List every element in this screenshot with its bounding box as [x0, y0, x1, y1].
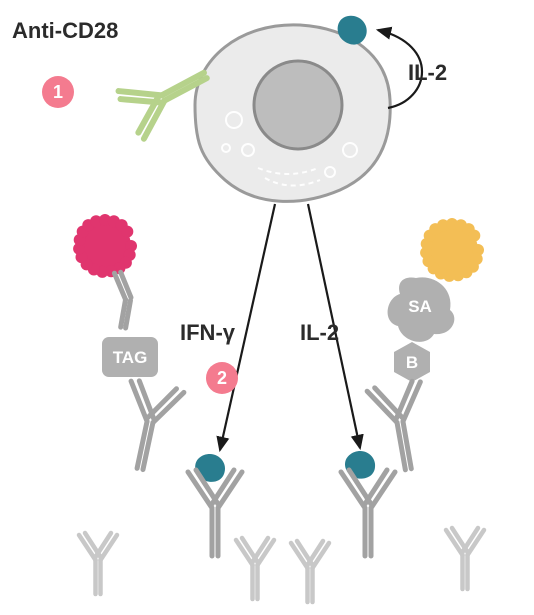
b-hexagon: B [394, 342, 430, 382]
anti-cd28-label: Anti-CD28 [12, 18, 118, 43]
badge-2: 2 [206, 362, 238, 394]
il2-bottom-label: IL-2 [300, 320, 339, 345]
ifn-gamma-label: IFN-γ [180, 320, 236, 345]
sa-blob: SA [388, 277, 455, 342]
detection-complex-right: SA B [341, 218, 484, 556]
il2-top-label: IL-2 [408, 60, 447, 85]
badge-1: 1 [42, 76, 74, 108]
svg-text:TAG: TAG [113, 348, 148, 367]
svg-text:2: 2 [217, 368, 227, 388]
svg-text:SA: SA [408, 297, 432, 316]
fluorophore-pink-icon [73, 214, 137, 278]
tag-box: TAG [102, 337, 158, 377]
svg-text:B: B [406, 353, 418, 372]
fluorophore-yellow-icon [420, 218, 484, 282]
t-cell [195, 25, 390, 202]
svg-text:1: 1 [53, 82, 63, 102]
diagram-root: IL-2 Anti-CD28 1 IFN-γ IL-2 2 TAG [0, 0, 534, 615]
il2-cytokine-icon [343, 449, 377, 482]
surface-antibodies [79, 528, 484, 602]
